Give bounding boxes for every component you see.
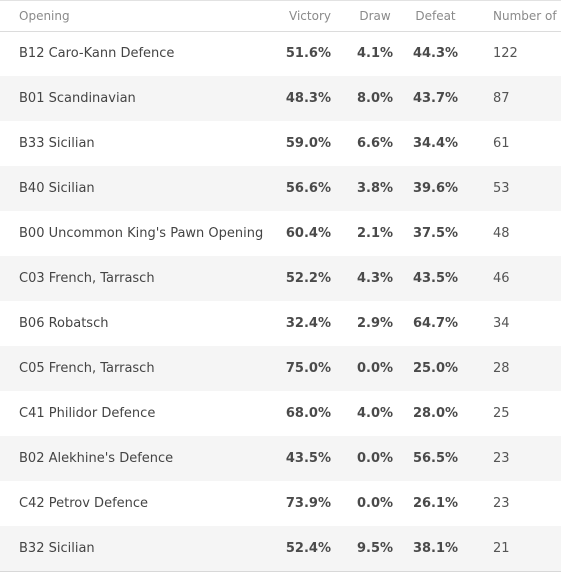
draw-percent-cell: 4.0% bbox=[342, 391, 404, 436]
victory-percent-cell: 48.3% bbox=[272, 76, 342, 121]
victory-percent-cell: 59.0% bbox=[272, 121, 342, 166]
number-of-games-cell: 34 bbox=[475, 301, 561, 346]
opening-cell: B00 Uncommon King's Pawn Opening bbox=[0, 211, 272, 256]
header-row: Opening Victory Draw Defeat Number of ga… bbox=[0, 1, 561, 32]
table-row: B12 Caro-Kann Defence 51.6% 4.1% 44.3% 122 bbox=[0, 31, 561, 76]
table-row: C03 French, Tarrasch 52.2% 4.3% 43.5% 46 bbox=[0, 256, 561, 301]
defeat-percent-cell: 26.1% bbox=[404, 481, 475, 526]
victory-percent-cell: 51.6% bbox=[272, 31, 342, 76]
victory-percent-cell: 52.2% bbox=[272, 256, 342, 301]
draw-percent-cell: 8.0% bbox=[342, 76, 404, 121]
table-row: B33 Sicilian 59.0% 6.6% 34.4% 61 bbox=[0, 121, 561, 166]
table-row: B32 Sicilian 52.4% 9.5% 38.1% 21 bbox=[0, 526, 561, 572]
table-row: C41 Philidor Defence 68.0% 4.0% 28.0% 25 bbox=[0, 391, 561, 436]
victory-percent-cell: 32.4% bbox=[272, 301, 342, 346]
number-of-games-cell: 25 bbox=[475, 391, 561, 436]
defeat-percent-cell: 25.0% bbox=[404, 346, 475, 391]
defeat-percent-cell: 37.5% bbox=[404, 211, 475, 256]
table-row: B06 Robatsch 32.4% 2.9% 64.7% 34 bbox=[0, 301, 561, 346]
victory-percent-cell: 73.9% bbox=[272, 481, 342, 526]
draw-percent-cell: 6.6% bbox=[342, 121, 404, 166]
victory-percent-cell: 43.5% bbox=[272, 436, 342, 481]
opening-cell: C03 French, Tarrasch bbox=[0, 256, 272, 301]
table-row: C05 French, Tarrasch 75.0% 0.0% 25.0% 28 bbox=[0, 346, 561, 391]
number-of-games-cell: 28 bbox=[475, 346, 561, 391]
column-header-opening[interactable]: Opening bbox=[0, 1, 272, 32]
defeat-percent-cell: 28.0% bbox=[404, 391, 475, 436]
draw-percent-cell: 4.3% bbox=[342, 256, 404, 301]
victory-percent-cell: 68.0% bbox=[272, 391, 342, 436]
number-of-games-cell: 21 bbox=[475, 526, 561, 572]
draw-percent-cell: 2.1% bbox=[342, 211, 404, 256]
number-of-games-cell: 122 bbox=[475, 31, 561, 76]
draw-percent-cell: 4.1% bbox=[342, 31, 404, 76]
victory-percent-cell: 56.6% bbox=[272, 166, 342, 211]
opening-cell: B02 Alekhine's Defence bbox=[0, 436, 272, 481]
number-of-games-cell: 61 bbox=[475, 121, 561, 166]
opening-cell: C05 French, Tarrasch bbox=[0, 346, 272, 391]
victory-percent-cell: 60.4% bbox=[272, 211, 342, 256]
number-of-games-cell: 46 bbox=[475, 256, 561, 301]
number-of-games-cell: 48 bbox=[475, 211, 561, 256]
table-header: Opening Victory Draw Defeat Number of ga… bbox=[0, 1, 561, 32]
table-row: B02 Alekhine's Defence 43.5% 0.0% 56.5% 23 bbox=[0, 436, 561, 481]
table-body: B12 Caro-Kann Defence 51.6% 4.1% 44.3% 122 B0… bbox=[0, 31, 561, 572]
number-of-games-cell: 53 bbox=[475, 166, 561, 211]
defeat-percent-cell: 34.4% bbox=[404, 121, 475, 166]
defeat-percent-cell: 64.7% bbox=[404, 301, 475, 346]
opening-cell: B33 Sicilian bbox=[0, 121, 272, 166]
draw-percent-cell: 9.5% bbox=[342, 526, 404, 572]
defeat-percent-cell: 43.5% bbox=[404, 256, 475, 301]
defeat-percent-cell: 38.1% bbox=[404, 526, 475, 572]
column-header-victory[interactable]: Victory bbox=[272, 1, 342, 32]
opening-cell: B40 Sicilian bbox=[0, 166, 272, 211]
defeat-percent-cell: 43.7% bbox=[404, 76, 475, 121]
opening-cell: B06 Robatsch bbox=[0, 301, 272, 346]
column-header-number-of-games[interactable]: Number of games bbox=[475, 1, 561, 32]
draw-percent-cell: 0.0% bbox=[342, 481, 404, 526]
opening-cell: B01 Scandinavian bbox=[0, 76, 272, 121]
draw-percent-cell: 2.9% bbox=[342, 301, 404, 346]
number-of-games-cell: 23 bbox=[475, 436, 561, 481]
defeat-percent-cell: 39.6% bbox=[404, 166, 475, 211]
table-row: C42 Petrov Defence 73.9% 0.0% 26.1% 23 bbox=[0, 481, 561, 526]
draw-percent-cell: 0.0% bbox=[342, 436, 404, 481]
column-header-defeat[interactable]: Defeat bbox=[404, 1, 475, 32]
victory-percent-cell: 75.0% bbox=[272, 346, 342, 391]
number-of-games-cell: 87 bbox=[475, 76, 561, 121]
defeat-percent-cell: 44.3% bbox=[404, 31, 475, 76]
table-row: B40 Sicilian 56.6% 3.8% 39.6% 53 bbox=[0, 166, 561, 211]
opening-cell: B12 Caro-Kann Defence bbox=[0, 31, 272, 76]
table-row: B00 Uncommon King's Pawn Opening 60.4% 2.1… bbox=[0, 211, 561, 256]
opening-cell: B32 Sicilian bbox=[0, 526, 272, 572]
number-of-games-cell: 23 bbox=[475, 481, 561, 526]
opening-cell: C41 Philidor Defence bbox=[0, 391, 272, 436]
defeat-percent-cell: 56.5% bbox=[404, 436, 475, 481]
table-row: B01 Scandinavian 48.3% 8.0% 43.7% 87 bbox=[0, 76, 561, 121]
draw-percent-cell: 3.8% bbox=[342, 166, 404, 211]
column-header-draw[interactable]: Draw bbox=[342, 1, 404, 32]
opening-cell: C42 Petrov Defence bbox=[0, 481, 272, 526]
victory-percent-cell: 52.4% bbox=[272, 526, 342, 572]
draw-percent-cell: 0.0% bbox=[342, 346, 404, 391]
